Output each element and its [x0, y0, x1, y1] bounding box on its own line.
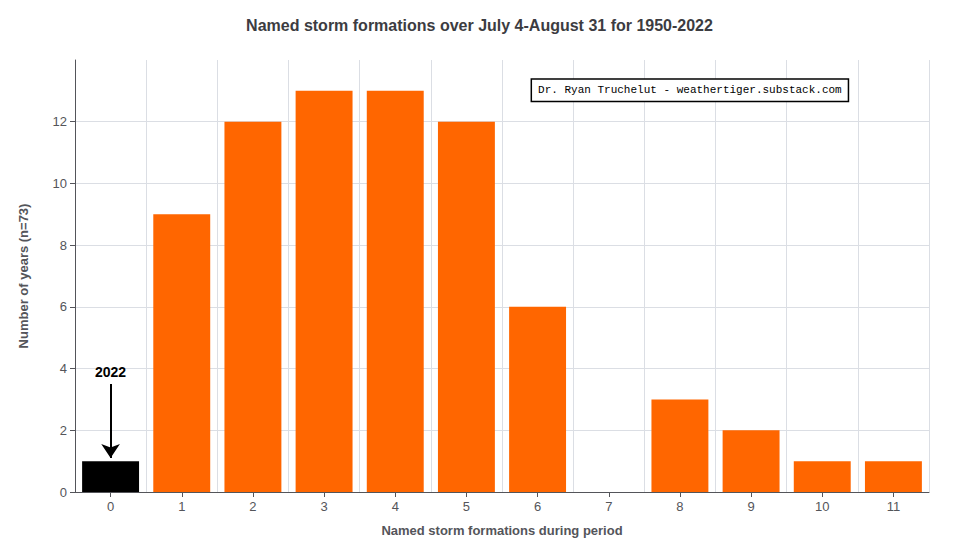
svg-text:1: 1: [178, 499, 185, 514]
svg-text:3: 3: [320, 499, 327, 514]
svg-text:6: 6: [534, 499, 541, 514]
svg-text:Number of years (n=73): Number of years (n=73): [16, 204, 31, 349]
svg-text:2: 2: [249, 499, 256, 514]
svg-text:11: 11: [887, 499, 901, 514]
svg-text:Named storm formations over Ju: Named storm formations over July 4-Augus…: [246, 17, 713, 34]
svg-text:8: 8: [60, 238, 67, 253]
svg-text:5: 5: [463, 499, 470, 514]
svg-text:Named storm formations during: Named storm formations during period: [381, 523, 622, 538]
svg-text:10: 10: [815, 499, 829, 514]
svg-text:2022: 2022: [95, 364, 126, 380]
svg-text:7: 7: [605, 499, 612, 514]
svg-text:12: 12: [53, 114, 67, 129]
svg-text:9: 9: [747, 499, 754, 514]
svg-text:8: 8: [676, 499, 683, 514]
svg-text:10: 10: [53, 176, 67, 191]
svg-text:0: 0: [107, 499, 114, 514]
svg-text:4: 4: [60, 361, 67, 376]
svg-text:4: 4: [392, 499, 399, 514]
svg-text:Dr. Ryan Truchelut - weatherti: Dr. Ryan Truchelut - weathertiger.substa…: [538, 84, 842, 96]
svg-text:6: 6: [60, 299, 67, 314]
svg-text:0: 0: [60, 485, 67, 500]
svg-text:2: 2: [60, 423, 67, 438]
